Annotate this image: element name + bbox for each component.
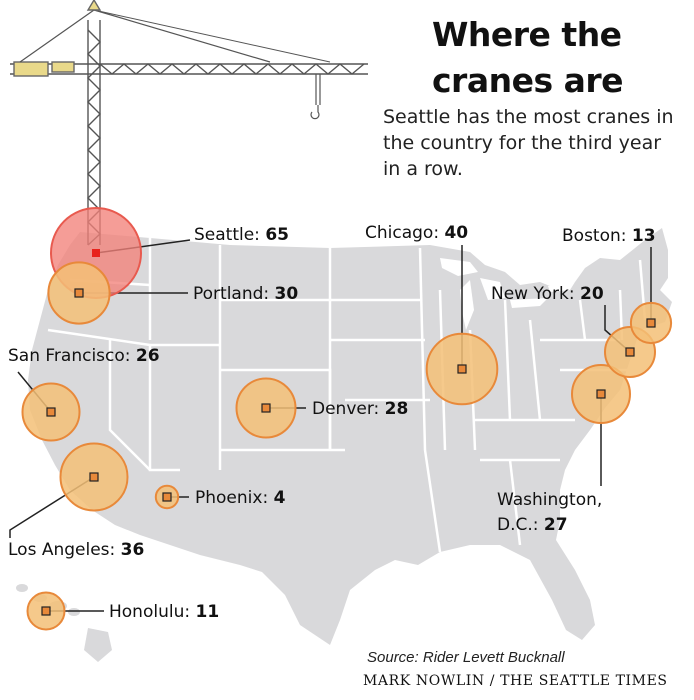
source-note: Source: Rider Levett Bucknall [367, 649, 565, 666]
boston-marker [646, 318, 656, 328]
tower-crane-illustration [10, 0, 368, 246]
title-line-2: cranes are [432, 61, 624, 100]
washington-marker [596, 389, 606, 399]
phoenix-marker [162, 492, 172, 502]
new-york-label: New York: 20 [491, 284, 604, 304]
washington-label-line2: D.C.: 27 [497, 515, 568, 535]
crane-hook [310, 74, 321, 120]
map-title: Where the cranes are [432, 12, 624, 104]
san-francisco-marker [46, 407, 56, 417]
hawaii-islands [16, 584, 112, 662]
city-labels: Seattle: 65 Portland: 30 San Francisco: … [8, 223, 656, 622]
chicago-marker [457, 364, 467, 374]
portland-marker [74, 288, 84, 298]
graphic-credit: MARK NOWLIN / THE SEATTLE TIMES [363, 673, 668, 689]
honolulu-marker [41, 606, 51, 616]
phoenix-label: Phoenix: 4 [195, 488, 286, 508]
seattle-label: Seattle: 65 [194, 225, 289, 245]
us-map [16, 228, 672, 662]
title-line-1: Where the [432, 15, 622, 54]
state-borders [47, 238, 647, 553]
washington-label-line1: Washington, [497, 490, 602, 510]
new-york-marker [625, 347, 635, 357]
map-subtitle: Seattle has the most cranes in the count… [383, 106, 674, 180]
san-francisco-label: San Francisco: 26 [8, 346, 160, 366]
contiguous-us-land [28, 228, 672, 645]
honolulu-label: Honolulu: 11 [109, 602, 219, 622]
portland-label: Portland: 30 [193, 284, 298, 304]
chicago-label: Chicago: 40 [365, 223, 468, 243]
los-angeles-marker [89, 472, 99, 482]
denver-marker [261, 403, 271, 413]
crane-jib [10, 0, 368, 77]
seattle-marker [92, 249, 100, 257]
great-lakes [440, 258, 575, 330]
los-angeles-label: Los Angeles: 36 [8, 540, 144, 560]
boston-label: Boston: 13 [562, 226, 656, 246]
denver-label: Denver: 28 [312, 399, 408, 419]
crane-count-bubbles [21, 207, 673, 631]
